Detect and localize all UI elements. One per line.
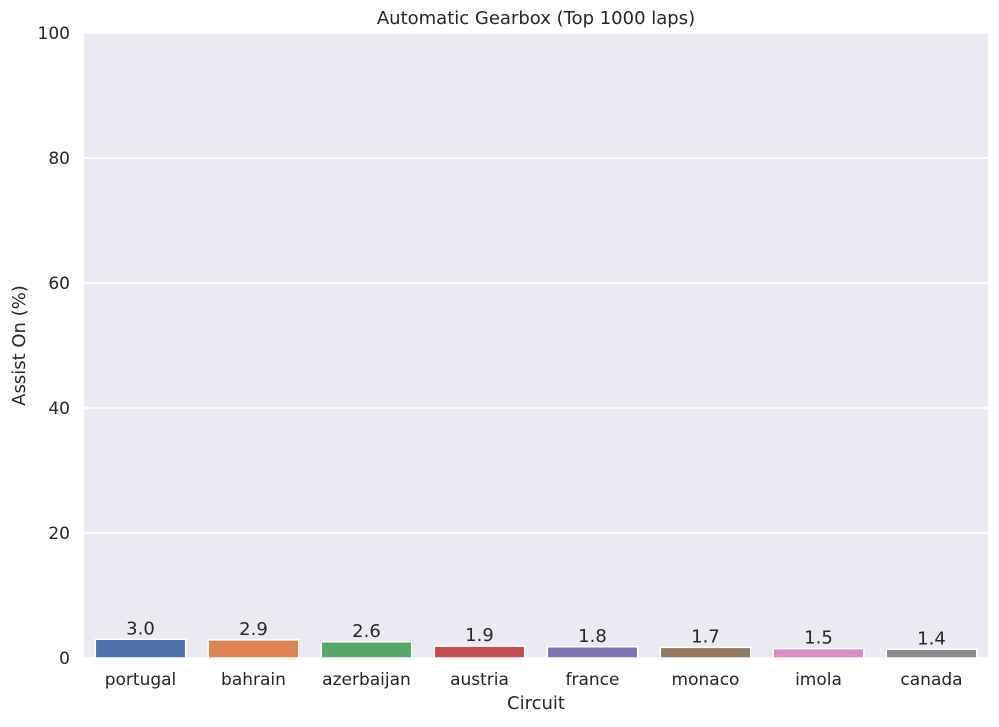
bar-value-label: 1.5 [804, 628, 833, 649]
x-tick-label: portugal [105, 670, 177, 690]
bars: 3.0 2.9 2.6 1.9 1.8 1.7 1.5 1.4 [94, 618, 978, 659]
x-tick-label: france [566, 670, 620, 690]
y-tick-label: 20 [48, 524, 70, 544]
y-tick-label: 60 [48, 274, 70, 294]
y-tick-label: 80 [48, 149, 70, 169]
y-axis-ticks: 0 20 40 60 80 100 [38, 24, 70, 669]
x-tick-label: imola [795, 670, 842, 690]
bar-france [546, 646, 639, 659]
bar-portugal [94, 638, 187, 659]
bar-imola [772, 647, 865, 659]
x-tick-label: austria [450, 670, 509, 690]
bar-monaco [659, 646, 752, 659]
y-tick-label: 40 [48, 399, 70, 419]
x-tick-label: azerbaijan [322, 670, 411, 690]
bar-value-label: 3.0 [126, 618, 155, 639]
x-axis-ticks: portugal bahrain azerbaijan austria france mo… [105, 670, 963, 690]
bar-value-label: 1.9 [465, 625, 494, 646]
x-tick-label: monaco [672, 670, 740, 690]
bar-value-label: 2.6 [352, 621, 381, 642]
plot-area [84, 33, 988, 658]
bar-canada [885, 648, 978, 659]
bar-azerbaijan [320, 641, 413, 659]
y-tick-label: 100 [38, 24, 70, 44]
bar-value-label: 1.4 [917, 628, 946, 649]
y-axis-title: Assist On (%) [9, 285, 30, 406]
y-tick-label: 0 [59, 649, 70, 669]
bar-austria [433, 645, 526, 659]
bar-value-label: 1.8 [578, 626, 607, 647]
bar-value-label: 2.9 [239, 619, 268, 640]
bar-value-label: 1.7 [691, 626, 720, 647]
bar-bahrain [207, 639, 300, 659]
x-tick-label: canada [900, 670, 962, 690]
x-tick-label: bahrain [221, 670, 286, 690]
chart-title: Automatic Gearbox (Top 1000 laps) [377, 8, 695, 29]
x-axis-title: Circuit [507, 693, 565, 714]
